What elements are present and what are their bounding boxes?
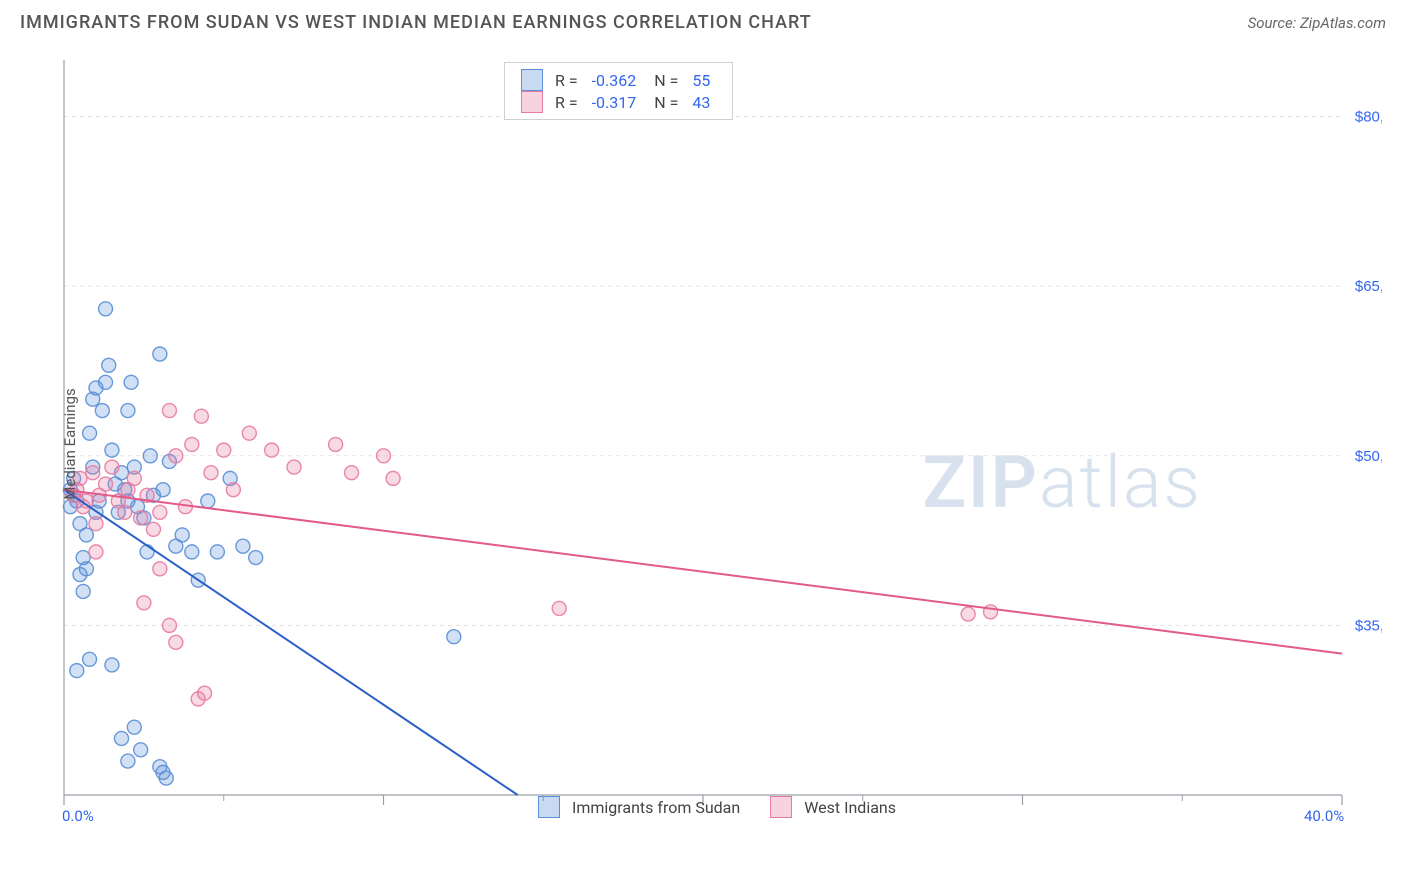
- legend-item: Immigrants from Sudan: [538, 796, 740, 818]
- chart-title: IMMIGRANTS FROM SUDAN VS WEST INDIAN MED…: [20, 12, 812, 33]
- svg-text:$80,000: $80,000: [1355, 109, 1382, 126]
- svg-text:$50,000: $50,000: [1355, 448, 1382, 465]
- stats-row: R = -0.362 N = 55: [521, 69, 716, 91]
- stat-r-label: R =: [555, 93, 578, 112]
- legend-swatch-icon: [521, 69, 543, 91]
- legend-label: Immigrants from Sudan: [572, 798, 740, 817]
- legend-swatch-icon: [770, 796, 792, 818]
- legend-swatch-icon: [538, 796, 560, 818]
- legend-item: West Indians: [770, 796, 896, 818]
- stat-n-label: N =: [650, 93, 678, 112]
- legend-swatch-icon: [521, 91, 543, 113]
- correlation-stats-box: R = -0.362 N = 55 R = -0.317 N = 43: [504, 62, 733, 120]
- legend-label: West Indians: [804, 798, 896, 817]
- stats-row: R = -0.317 N = 43: [521, 91, 716, 113]
- chart-source: Source: ZipAtlas.com: [1248, 14, 1386, 32]
- y-axis-label: Median Earnings: [61, 388, 79, 499]
- stat-n-label: N =: [650, 71, 678, 90]
- scatter-plot: $35,000 $50,000 $65,000 $80,000: [52, 50, 1382, 820]
- svg-text:$65,000: $65,000: [1355, 278, 1382, 295]
- stat-r-value: -0.362: [592, 71, 637, 90]
- stat-r-value: -0.317: [592, 93, 637, 112]
- stat-r-label: R =: [555, 71, 578, 90]
- stat-n-value: 55: [692, 71, 710, 90]
- svg-text:$35,000: $35,000: [1355, 617, 1382, 634]
- bottom-legend: Immigrants from Sudan West Indians: [52, 796, 1382, 818]
- stat-n-value: 43: [692, 93, 710, 112]
- chart-area: $35,000 $50,000 $65,000 $80,000 Median Earn…: [52, 50, 1382, 820]
